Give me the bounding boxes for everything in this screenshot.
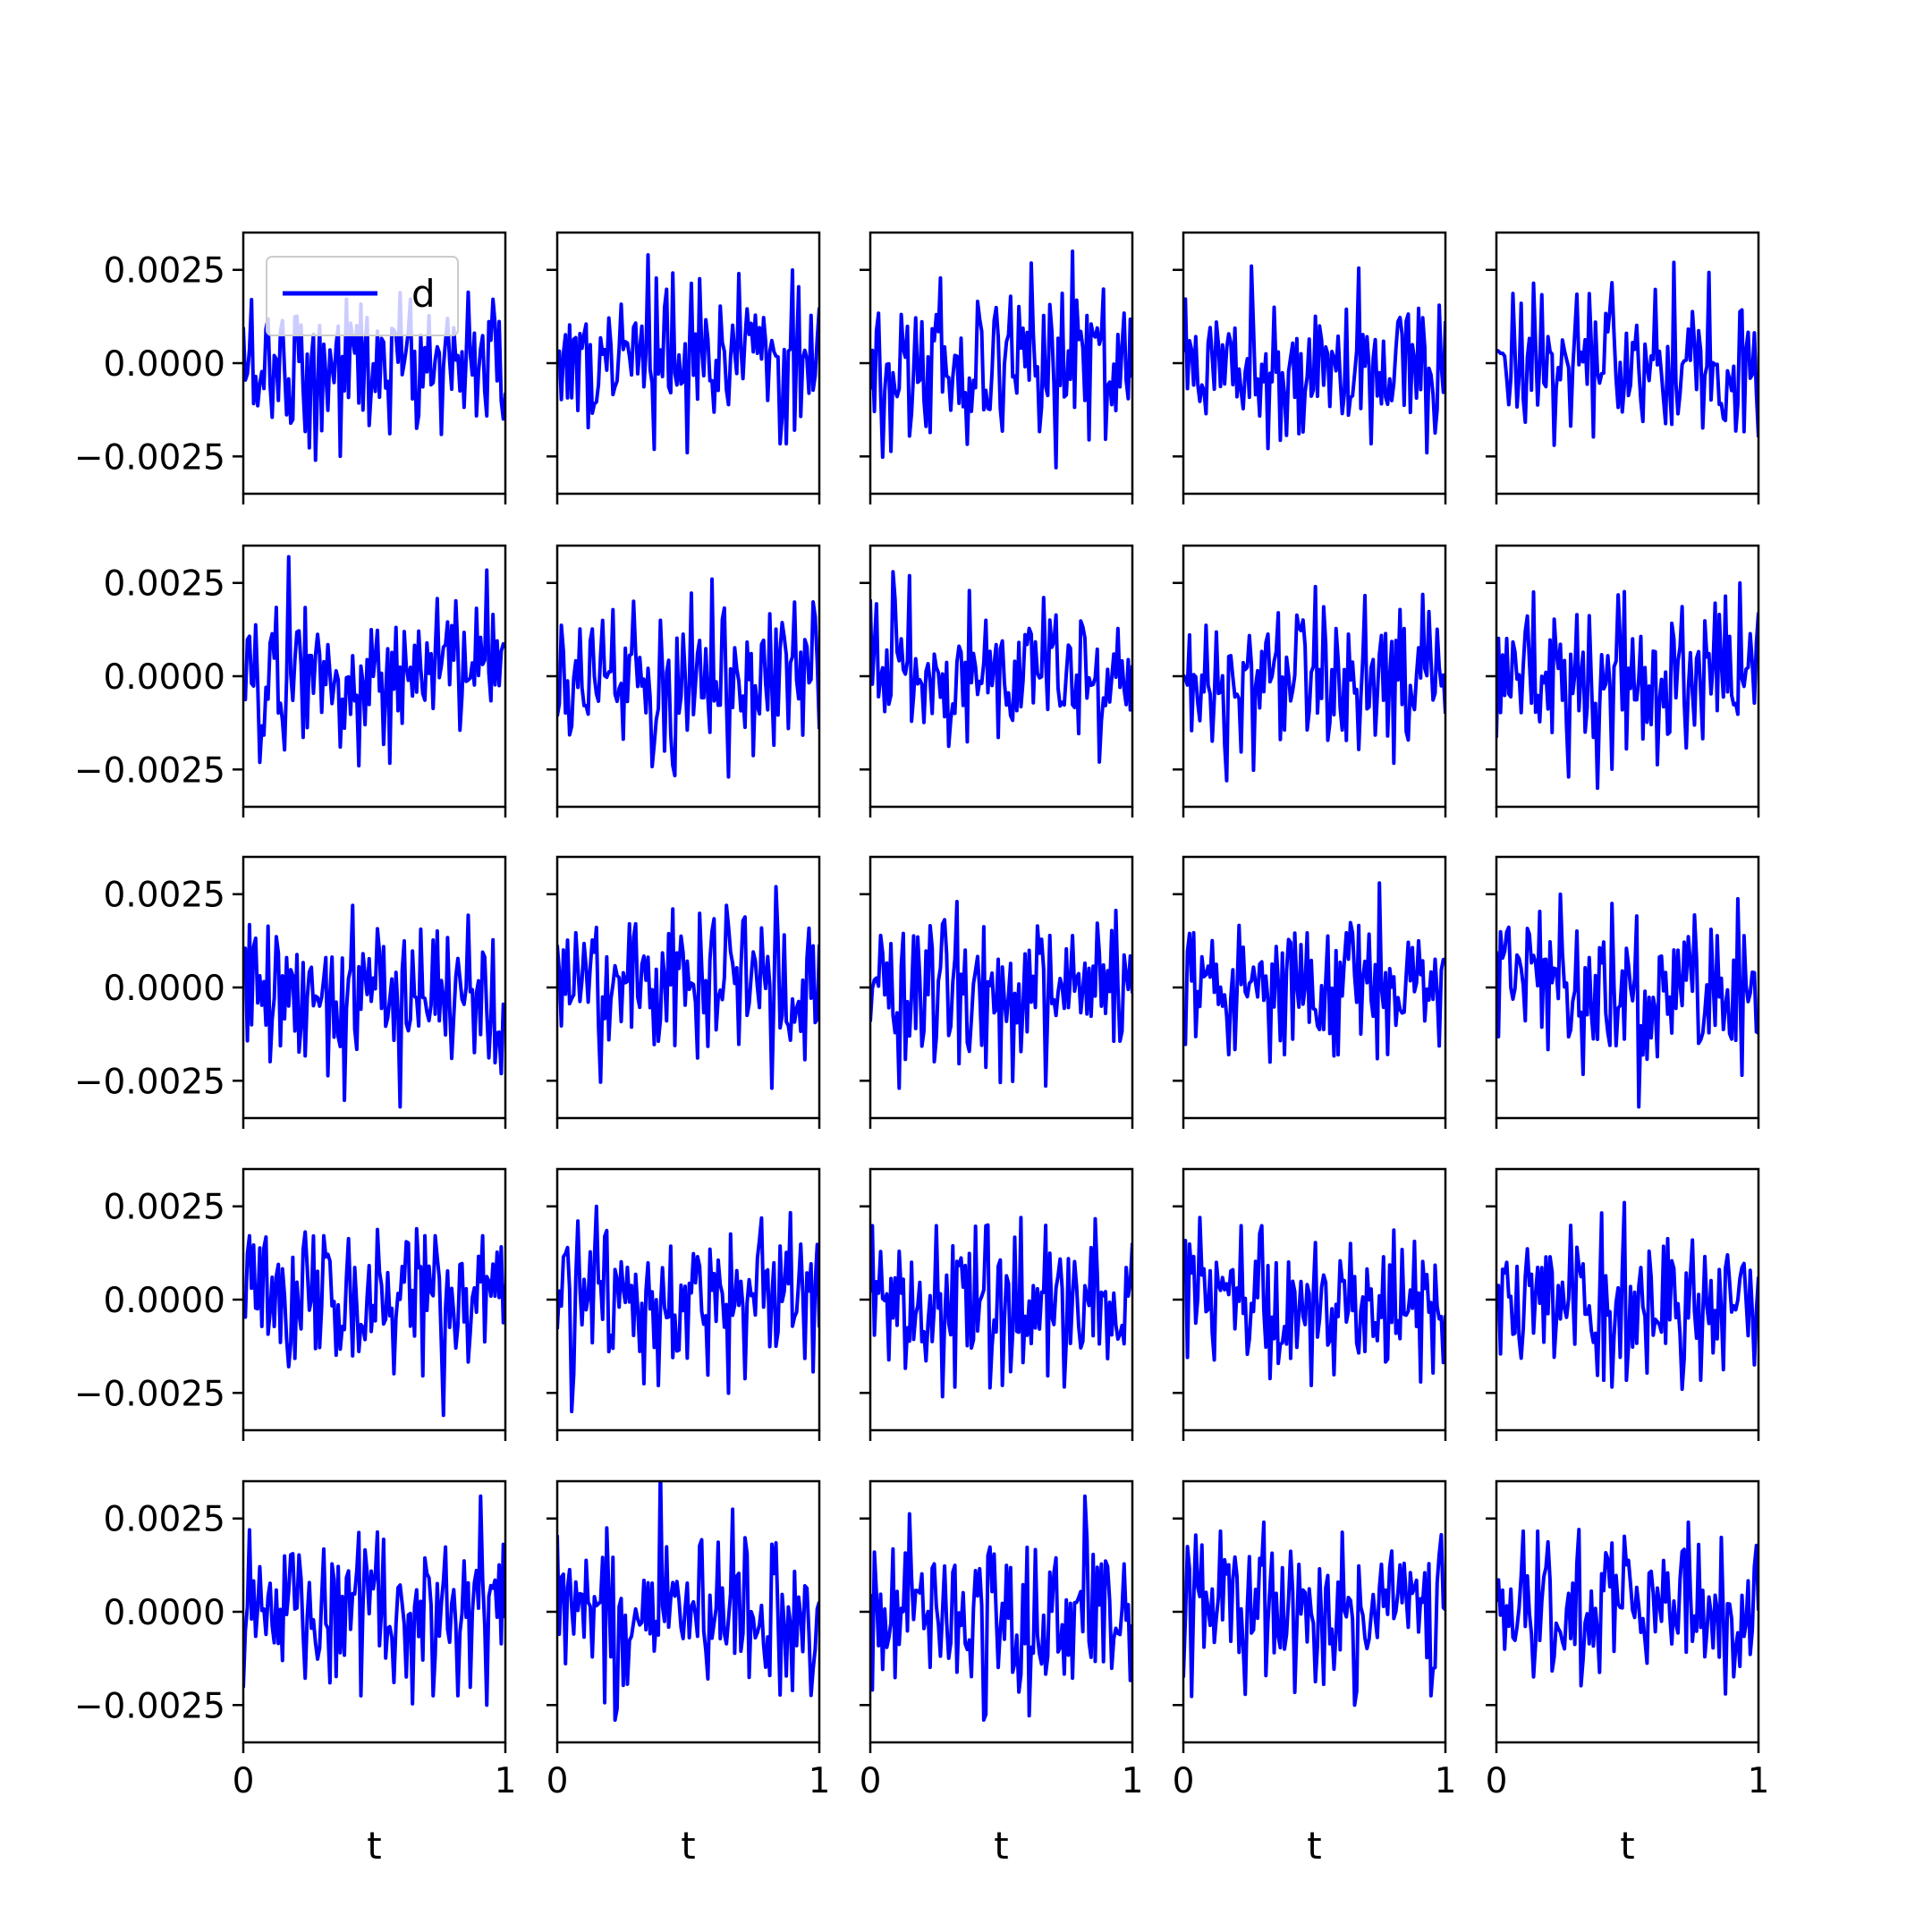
subplot-r5c3: 0 1 t — [860, 1479, 1144, 1868]
subplot-r1c3 — [860, 231, 1134, 504]
series-line-d — [557, 253, 819, 455]
series-line-d — [1183, 584, 1445, 783]
subplot-r2c1: 0.0025 0.0000 −0.0025 — [74, 544, 507, 818]
legend-label: d — [411, 272, 436, 316]
y-tick-label: −0.0025 — [74, 1686, 225, 1726]
x-tick-label: 1 — [495, 1761, 517, 1801]
legend: d — [266, 256, 459, 336]
y-tick-label: 0.0000 — [104, 1281, 225, 1321]
y-tick-label: 0.0025 — [104, 876, 225, 916]
series-line-d — [557, 885, 819, 1090]
subplot-r5c5: 0 1 t — [1486, 1479, 1770, 1868]
subplot-r1c5 — [1486, 231, 1760, 504]
subplot-r4c5 — [1486, 1167, 1760, 1441]
panels-layer: 0.00250.0000−0.0025d0.00250.0000−0.00250… — [74, 231, 1770, 1868]
y-tick-label: 0.0025 — [104, 1188, 225, 1228]
series-line-d — [1183, 1216, 1445, 1387]
y-tick-label: −0.0025 — [74, 1374, 225, 1414]
series-line-d — [557, 1481, 819, 1722]
y-tick-label: −0.0025 — [74, 437, 225, 478]
y-tick-label: −0.0025 — [74, 1062, 225, 1102]
y-tick-label: 0.0000 — [104, 657, 225, 698]
x-axis-label: t — [1620, 1824, 1634, 1868]
series-line-d — [243, 290, 505, 462]
series-line-d — [1496, 580, 1758, 791]
y-tick-label: 0.0025 — [104, 1500, 225, 1540]
subplot-r3c1: 0.0025 0.0000 −0.0025 — [74, 855, 507, 1129]
series-line-d — [870, 249, 1132, 470]
series-line-d — [557, 577, 819, 779]
series-line-d — [870, 1216, 1132, 1399]
subplot-r4c1: 0.0025 0.0000 −0.0025 — [74, 1167, 507, 1441]
x-tick-label: 0 — [1486, 1761, 1508, 1801]
subplot-r5c2: 0 1 t — [547, 1479, 831, 1868]
subplot-r1c1: 0.0025 0.0000 −0.0025 d — [74, 231, 507, 504]
y-tick-label: 0.0000 — [104, 1593, 225, 1633]
x-tick-label: 0 — [233, 1761, 255, 1801]
subplot-r2c2 — [547, 544, 821, 818]
y-tick-label: 0.0000 — [104, 969, 225, 1009]
x-tick-label: 1 — [1435, 1761, 1457, 1801]
x-tick-label: 0 — [1173, 1761, 1195, 1801]
subplot-r1c4 — [1173, 231, 1447, 504]
series-line-d — [243, 555, 505, 768]
series-line-d — [1496, 1520, 1758, 1696]
subplot-r3c5 — [1486, 855, 1760, 1129]
subplot-r3c3 — [860, 855, 1134, 1129]
x-tick-label: 0 — [547, 1761, 569, 1801]
y-tick-label: 0.0000 — [104, 344, 225, 385]
x-axis-label: t — [994, 1824, 1008, 1868]
series-line-d — [1183, 881, 1445, 1064]
x-tick-label: 1 — [1122, 1761, 1144, 1801]
series-line-d — [243, 1494, 505, 1707]
subplot-r2c4 — [1173, 544, 1447, 818]
subplot-r3c4 — [1173, 855, 1447, 1129]
subplot-r3c2 — [547, 855, 821, 1129]
series-line-d — [557, 1204, 819, 1414]
y-tick-label: 0.0025 — [104, 251, 225, 292]
series-line-d — [870, 570, 1132, 764]
series-line-d — [870, 900, 1132, 1090]
x-axis-label: t — [367, 1824, 381, 1868]
series-line-d — [1496, 1200, 1758, 1392]
y-tick-label: 0.0025 — [104, 564, 225, 605]
x-tick-label: 1 — [809, 1761, 831, 1801]
x-tick-label: 0 — [860, 1761, 882, 1801]
subplot-r2c3 — [860, 544, 1134, 818]
series-line-d — [870, 1494, 1132, 1722]
y-tick-label: −0.0025 — [74, 750, 225, 791]
subplot-r4c4 — [1173, 1167, 1447, 1441]
x-tick-label: 1 — [1748, 1761, 1770, 1801]
subplot-r2c5 — [1486, 544, 1760, 818]
series-line-d — [1496, 892, 1758, 1109]
subplot-r5c4: 0 1 t — [1173, 1479, 1457, 1868]
legend-box — [266, 256, 459, 336]
series-line-d — [1183, 1520, 1445, 1707]
subplot-r4c2 — [547, 1167, 821, 1441]
series-line-d — [1183, 264, 1445, 455]
series-line-d — [243, 1226, 505, 1418]
subplot-r1c2 — [547, 231, 821, 504]
x-axis-label: t — [681, 1824, 695, 1868]
subplot-r4c3 — [860, 1167, 1134, 1441]
x-axis-label: t — [1307, 1824, 1321, 1868]
series-line-d — [243, 903, 505, 1109]
series-line-d — [1496, 260, 1758, 447]
